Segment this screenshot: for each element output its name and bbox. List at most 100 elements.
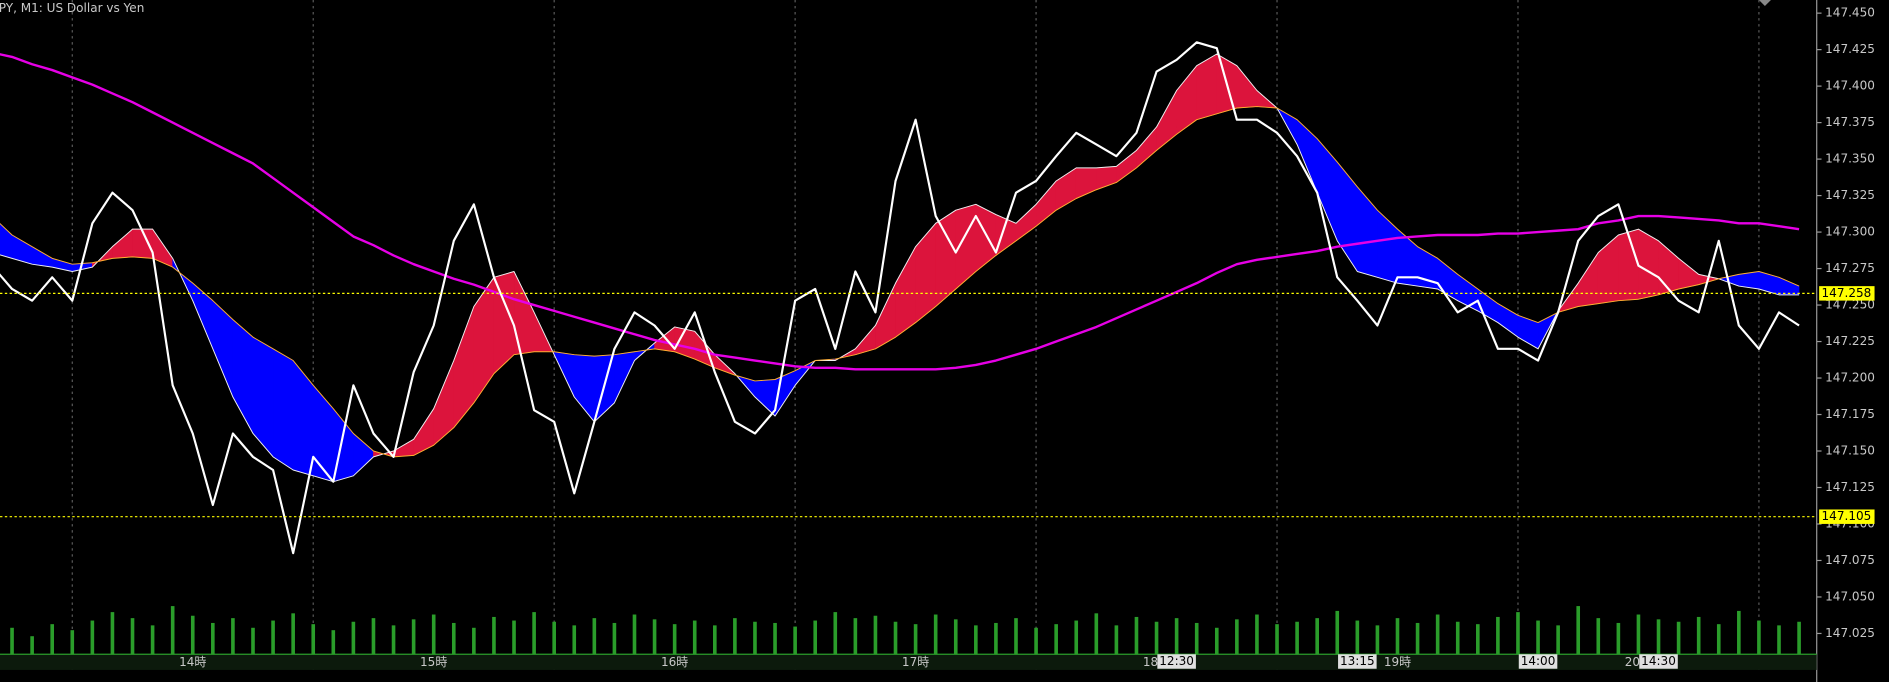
- y-tick-label: 147.350: [1825, 152, 1875, 166]
- volume-bar: [1355, 620, 1360, 655]
- long-average-line: [0, 53, 1800, 371]
- volume-bar: [692, 620, 697, 655]
- volume-bar: [1556, 625, 1560, 655]
- volume-bar: [1154, 621, 1159, 655]
- y-tick-label: 147.175: [1825, 407, 1875, 421]
- volume-bar: [1596, 618, 1601, 655]
- volume-bar: [1114, 625, 1119, 655]
- volume-bar: [652, 619, 657, 655]
- y-tick-label: 147.225: [1825, 334, 1875, 348]
- time-marker-box: [1518, 654, 1558, 669]
- y-tick-label: 147.250: [1825, 298, 1875, 312]
- volume-bar: [1295, 621, 1299, 655]
- price-line: [0, 41, 1800, 555]
- volume-bar: [1576, 606, 1581, 655]
- volume-bar: [1536, 620, 1540, 655]
- time-marker-box: [1639, 654, 1678, 669]
- volume-bar: [773, 622, 777, 655]
- volume-bar: [150, 625, 155, 655]
- x-tick-label: 14時: [179, 655, 206, 669]
- volume-bar: [1194, 622, 1199, 655]
- volume-bar: [1134, 616, 1139, 655]
- volume-bar: [1275, 624, 1279, 655]
- volume-bar: [391, 625, 396, 655]
- volume-bar: [331, 630, 336, 655]
- x-tick-label: 19時: [1384, 655, 1411, 669]
- x-tick-label: 16時: [661, 655, 688, 669]
- volume-bar: [1616, 622, 1621, 655]
- y-tick-label: 147.200: [1825, 371, 1875, 385]
- volume-bar: [813, 620, 818, 655]
- y-tick-label: 147.150: [1825, 444, 1875, 458]
- volume-bar: [733, 618, 737, 655]
- volume-bar: [592, 618, 597, 655]
- volume-bar: [170, 606, 175, 655]
- y-tick-label: 147.425: [1825, 42, 1875, 56]
- y-tick-label: 147.025: [1825, 626, 1875, 640]
- volume-bar: [251, 627, 255, 655]
- volume-bar: [1315, 618, 1319, 655]
- volume-bar: [1676, 621, 1681, 655]
- volume-bar: [1375, 625, 1380, 655]
- volume-bar: [532, 612, 536, 655]
- volume-bar: [994, 622, 998, 655]
- volume-bar: [1656, 619, 1661, 655]
- time-marker-label: 14:00: [1521, 654, 1556, 668]
- y-tick-label: 147.125: [1825, 480, 1875, 494]
- volume-bar: [893, 621, 898, 655]
- volume-bar: [30, 636, 34, 655]
- volume-bar: [1415, 622, 1420, 655]
- volume-bar: [672, 624, 677, 655]
- volume-bar: [50, 624, 55, 655]
- time-marker-label: 14:30: [1641, 654, 1676, 668]
- volume-bar: [1636, 614, 1641, 655]
- volume-bar: [953, 619, 958, 655]
- y-tick-label: 147.300: [1825, 225, 1875, 239]
- time-marker-label: 13:15: [1340, 654, 1375, 668]
- y-tick-label: 147.400: [1825, 79, 1875, 93]
- slow-average-line: [0, 106, 1800, 458]
- volume-bar: [1737, 610, 1741, 655]
- volume-bar: [1797, 621, 1801, 655]
- volume-bar: [612, 622, 617, 655]
- volume-bar: [933, 614, 938, 655]
- volume-bar: [1335, 610, 1340, 655]
- volume-bar: [1235, 619, 1239, 655]
- volume-bar: [1455, 621, 1460, 655]
- volume-bar: [231, 618, 235, 655]
- volume-bar: [793, 626, 797, 655]
- volume-bar: [211, 622, 215, 655]
- scroll-marker: [1758, 0, 1771, 7]
- volume-bar: [1255, 614, 1259, 655]
- volume-bar: [974, 625, 978, 655]
- volume-bar: [853, 618, 858, 655]
- volume-bar: [311, 624, 316, 655]
- time-marker-label: 12:30: [1159, 654, 1194, 668]
- volume-bar: [271, 620, 275, 655]
- volume-bar: [713, 625, 717, 655]
- x-tick-label: 15時: [420, 655, 447, 669]
- volume-bar: [70, 630, 75, 655]
- cloud-segment: [1638, 228, 1659, 300]
- y-tick-label: 147.050: [1825, 589, 1875, 603]
- volume-bar: [110, 612, 115, 655]
- level-label: 147.258: [1822, 286, 1872, 300]
- volume-bar: [351, 621, 356, 655]
- volume-bar: [451, 622, 456, 655]
- volume-bar: [1174, 618, 1179, 655]
- volume-bar: [913, 624, 918, 655]
- volume-bar: [1435, 614, 1440, 655]
- volume-bar: [1395, 618, 1400, 655]
- time-marker-box: [1157, 654, 1196, 669]
- volume-bar: [1054, 624, 1058, 655]
- volume-bar: [1696, 616, 1701, 655]
- volume-bar: [753, 621, 757, 655]
- plot-area: [0, 0, 1801, 670]
- volume-bar: [1014, 618, 1018, 655]
- y-tick-label: 147.275: [1825, 261, 1875, 275]
- volume-bar: [90, 620, 95, 655]
- volume-bar: [411, 619, 416, 655]
- volume-bar: [1476, 624, 1480, 655]
- volume-bar: [431, 614, 436, 655]
